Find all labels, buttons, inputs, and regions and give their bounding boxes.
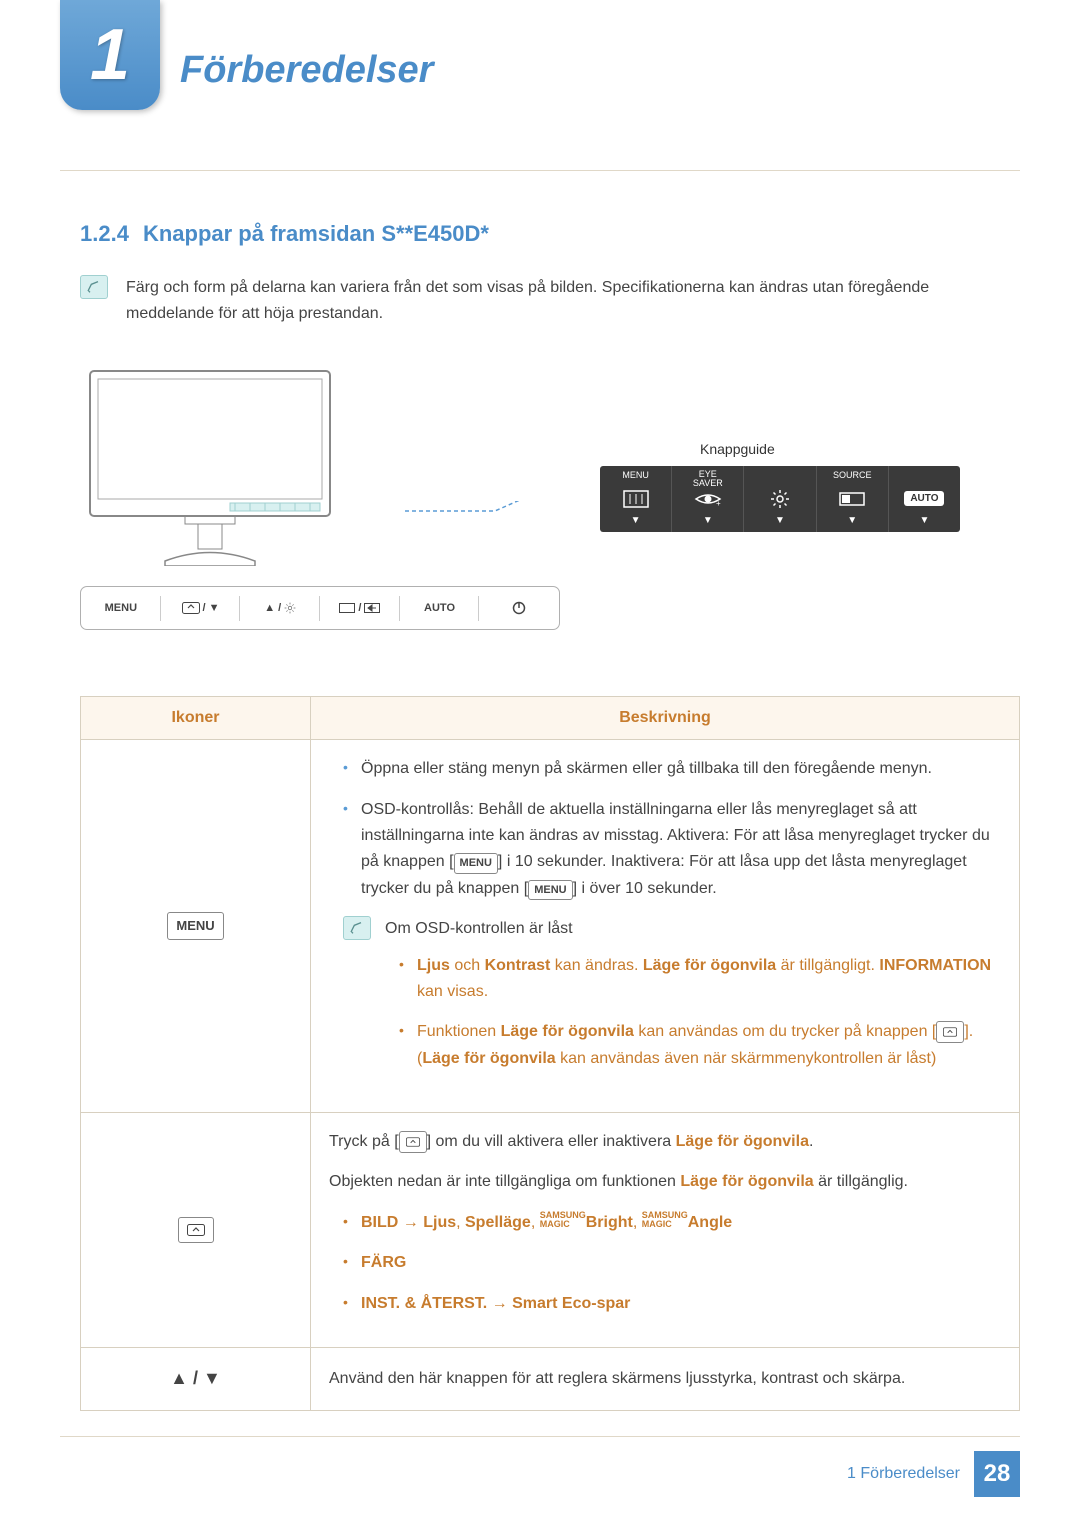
osd-down-arrow-icon: ▼	[775, 515, 785, 526]
section-number: 1.2.4	[80, 221, 129, 246]
note-icon	[343, 916, 371, 940]
footer: 1 Förberedelser 28	[847, 1451, 1020, 1497]
monitor-illustration	[80, 366, 360, 566]
table-row: Tryck på [] om du vill aktivera eller in…	[81, 1113, 1020, 1348]
row2-desc: Tryck på [] om du vill aktivera eller in…	[311, 1113, 1020, 1348]
osd-menu-icon	[623, 482, 649, 515]
osd-eye-label: EYE SAVER	[693, 470, 723, 482]
chapter-tab: 1	[60, 0, 160, 110]
row1-icon: MENU	[81, 740, 311, 1113]
strip-up-bright-button: ▲/	[240, 587, 320, 629]
osd-eye-cell: EYE SAVER + ▼	[672, 466, 744, 532]
strip-source-button: /	[320, 587, 400, 629]
row3-desc: Använd den här knappen för att reglera s…	[311, 1348, 1020, 1411]
osd-menu-cell: MENU ▼	[600, 466, 672, 532]
th-icons: Ikoner	[81, 697, 311, 740]
osd-auto-pill: AUTO	[904, 482, 944, 515]
strip-eye-down-button: /▼	[161, 587, 241, 629]
osd-down-arrow-icon: ▼	[919, 515, 929, 526]
section-heading: 1.2.4 Knappar på framsidan S**E450D*	[60, 221, 1020, 247]
divider	[60, 170, 1020, 171]
diagram: Knappguide MENU ▼ EYE SAVER + ▼ ▼ SOURCE…	[60, 366, 1020, 656]
note-icon	[80, 275, 108, 299]
locked-note-item2: Funktionen Läge för ögonvila kan använda…	[399, 1019, 1001, 1072]
row1-desc: Öppna eller stäng menyn på skärmen eller…	[311, 740, 1020, 1113]
description-table: Ikoner Beskrivning MENU Öppna eller stän…	[80, 696, 1020, 1411]
row2-icon	[81, 1113, 311, 1348]
table-row: MENU Öppna eller stäng menyn på skärmen …	[81, 740, 1020, 1113]
row1-bullet2: OSD-kontrollås: Behåll de aktuella instä…	[343, 797, 1001, 903]
locked-note-head: Om OSD-kontrollen är låst	[385, 916, 1001, 942]
osd-menu-label: MENU	[622, 470, 649, 482]
eye-icon	[178, 1217, 214, 1243]
osd-brightness-cell: ▼	[744, 466, 816, 532]
callout-line	[405, 501, 585, 541]
strip-menu-button: MENU	[81, 587, 161, 629]
th-desc: Beskrivning	[311, 697, 1020, 740]
top-note: Färg och form på delarna kan variera frå…	[60, 275, 1020, 326]
osd-down-arrow-icon: ▼	[847, 515, 857, 526]
osd-down-arrow-icon: ▼	[631, 515, 641, 526]
osd-down-arrow-icon: ▼	[703, 515, 713, 526]
footer-text: 1 Förberedelser	[847, 1465, 960, 1483]
row2-item-farg: FÄRG	[343, 1250, 1001, 1276]
row2-item-bild: BILD → Ljus, Spelläge, SAMSUNGMAGICBrigh…	[343, 1210, 1001, 1236]
osd-source-icon	[839, 482, 865, 515]
knappguide-label: Knappguide	[700, 441, 775, 457]
osd-source-cell: SOURCE ▼	[817, 466, 889, 532]
eye-icon	[399, 1131, 427, 1153]
chapter-title: Förberedelser	[180, 49, 433, 92]
strip-power-button	[479, 587, 559, 629]
locked-note: Om OSD-kontrollen är låst Ljus och Kontr…	[343, 916, 1001, 1086]
chapter-number: 1	[90, 14, 130, 96]
button-strip: MENU /▼ ▲/ / AUTO	[80, 586, 560, 630]
eye-icon	[936, 1021, 964, 1043]
svg-text:+: +	[716, 499, 721, 507]
footer-divider	[60, 1436, 1020, 1437]
row1-bullet1: Öppna eller stäng menyn på skärmen eller…	[343, 756, 1001, 782]
chapter-header: 1 Förberedelser	[60, 30, 1020, 110]
table-row: ▲ / ▼ Använd den här knappen för att reg…	[81, 1348, 1020, 1411]
locked-note-item1: Ljus och Kontrast kan ändras. Läge för ö…	[399, 953, 1001, 1006]
page-number: 28	[974, 1451, 1020, 1497]
osd-auto-cell: AUTO ▼	[889, 466, 960, 532]
top-note-text: Färg och form på delarna kan variera frå…	[126, 275, 1020, 326]
row3-icon: ▲ / ▼	[81, 1348, 311, 1411]
strip-auto-button: AUTO	[400, 587, 480, 629]
osd-source-label: SOURCE	[833, 470, 872, 482]
osd-button-guide: MENU ▼ EYE SAVER + ▼ ▼ SOURCE ▼ AUT	[600, 466, 960, 532]
osd-brightness-icon	[770, 482, 790, 515]
osd-eye-icon: +	[694, 482, 722, 515]
row2-item-inst: INST. & ÅTERST. → Smart Eco-spar	[343, 1291, 1001, 1317]
section-title-text: Knappar på framsidan S**E450D*	[143, 221, 489, 246]
